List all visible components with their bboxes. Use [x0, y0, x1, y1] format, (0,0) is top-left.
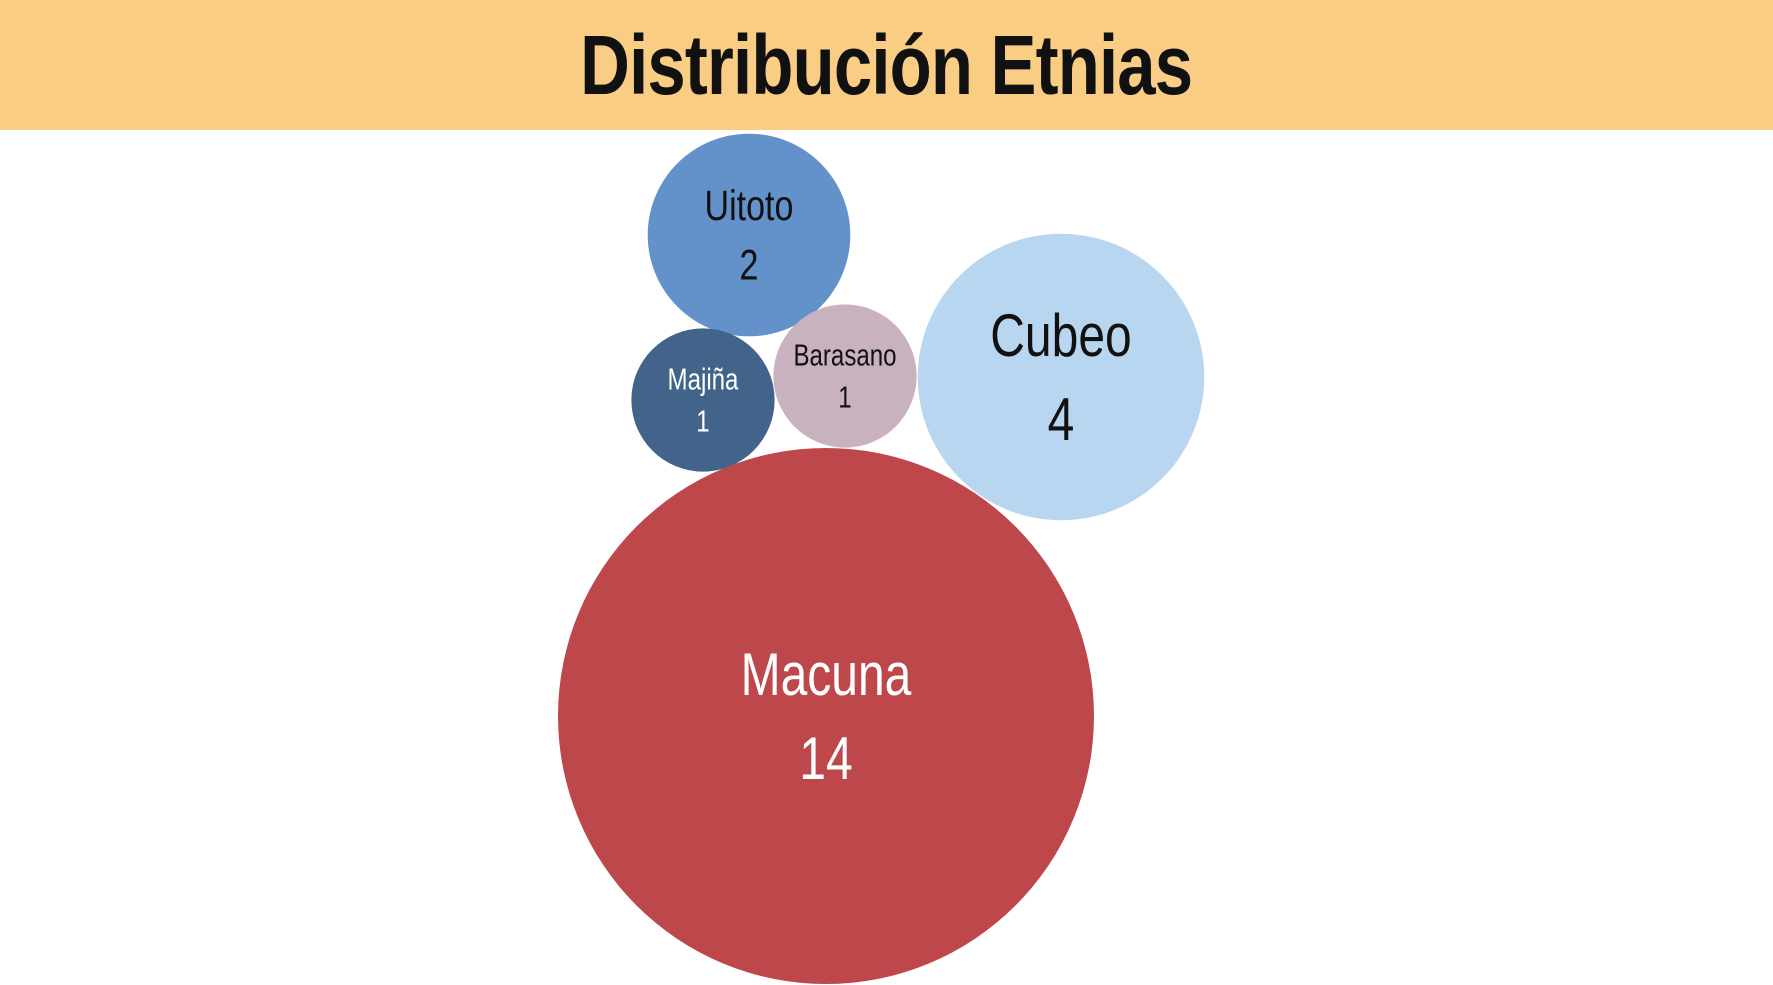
bubble-circle-barasano: [773, 304, 917, 448]
bubble-cubeo: Cubeo 4: [917, 233, 1205, 521]
bubble-name-label-macuna: Macuna: [741, 641, 912, 708]
bubble-barasano: Barasano 1: [773, 304, 917, 448]
bubble-name-label-majina: Majiña: [668, 362, 740, 396]
bubble-value-label-barasano: 1: [838, 380, 851, 414]
bubble-value-label-uitoto: 2: [740, 242, 759, 289]
title-banner: Distribución Etnias: [0, 0, 1773, 130]
bubble-uitoto: Uitoto 2: [647, 133, 851, 337]
bubble-value-label-cubeo: 4: [1048, 386, 1075, 453]
bubble-majina: Majiña 1: [631, 328, 775, 472]
bubble-circle-uitoto: [647, 133, 851, 337]
bubble-circle-cubeo: [917, 233, 1205, 521]
bubble-circle-macuna: [558, 448, 1094, 984]
bubble-value-label-majina: 1: [696, 404, 709, 438]
bubble-value-label-macuna: 14: [799, 725, 852, 792]
chart-title: Distribución Etnias: [580, 17, 1193, 112]
bubble-macuna: Macuna 14: [558, 448, 1094, 984]
bubble-name-label-barasano: Barasano: [793, 338, 896, 372]
bubble-name-label-cubeo: Cubeo: [990, 302, 1131, 369]
bubble-circle-majina: [631, 328, 775, 472]
bubble-name-label-uitoto: Uitoto: [705, 183, 794, 230]
